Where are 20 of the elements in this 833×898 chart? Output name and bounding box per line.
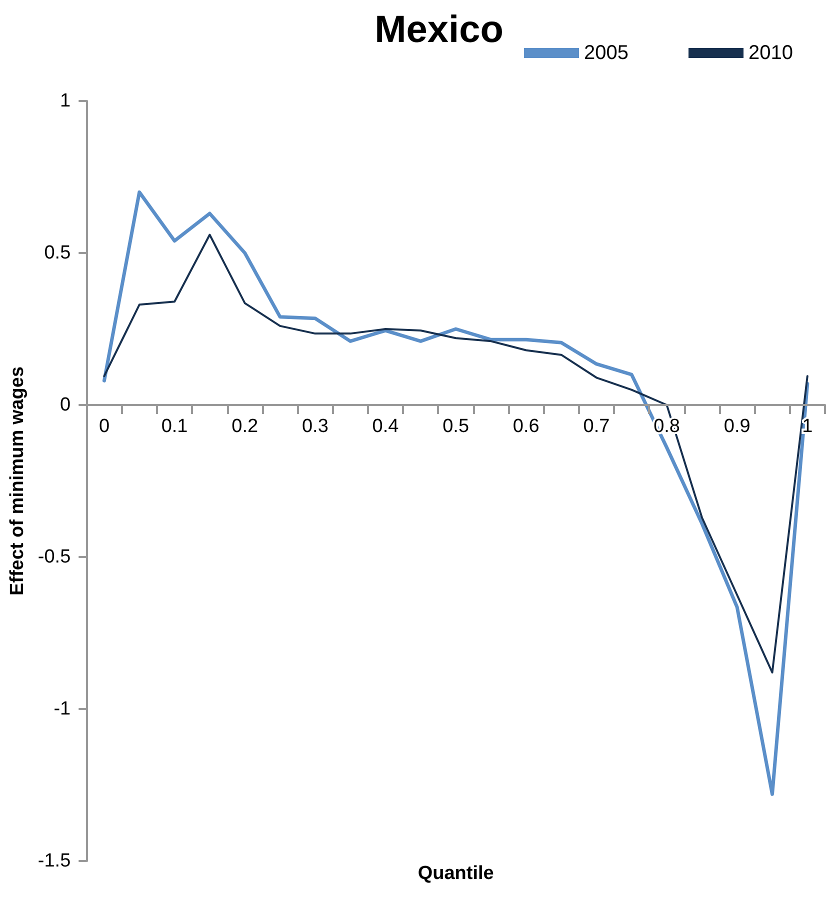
- y-tick-label: -0.5: [38, 546, 71, 568]
- y-tick-label: 0.5: [44, 242, 71, 264]
- x-tick-label: 0.6: [512, 416, 540, 437]
- y-tick-label: -1.5: [38, 850, 71, 872]
- x-tick-label: 0.3: [302, 416, 328, 437]
- x-tick-label: 0.2: [232, 416, 258, 437]
- x-tick-label: 0.1: [161, 416, 188, 437]
- x-tick-label: 0.7: [583, 416, 610, 437]
- x-tick-label: 0.4: [372, 416, 400, 437]
- x-tick-label: 0: [98, 416, 110, 437]
- y-tick-label: 1: [60, 90, 71, 112]
- legend-label: 2010: [748, 42, 794, 64]
- x-axis-title: Quantile: [418, 863, 494, 884]
- legend-label: 2005: [584, 42, 629, 64]
- x-tick-label: 0.5: [442, 416, 470, 437]
- y-tick-label: -1: [54, 698, 71, 720]
- x-tick-label: 0.9: [724, 416, 750, 437]
- y-axis-title: Effect of minimum wages: [7, 366, 28, 596]
- chart-title: Mexico: [374, 9, 504, 51]
- y-tick-label: 0: [60, 394, 71, 416]
